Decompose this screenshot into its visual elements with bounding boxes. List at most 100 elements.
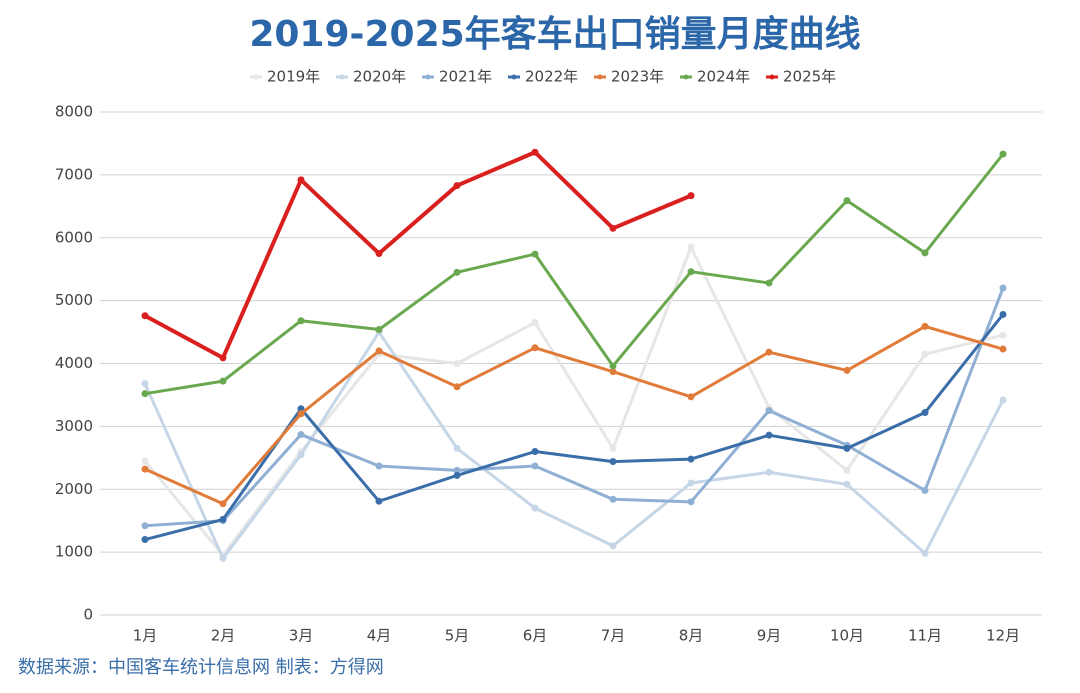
series-line — [143, 324, 1005, 506]
data-point — [687, 455, 695, 463]
data-point — [297, 451, 305, 459]
legend-label: 2023年 — [611, 68, 664, 86]
data-point — [609, 368, 617, 376]
data-point — [141, 390, 149, 398]
data-point — [999, 284, 1007, 292]
x-tick-label: 6月 — [523, 627, 548, 645]
data-point — [765, 468, 773, 476]
data-point — [297, 317, 305, 325]
data-point — [765, 407, 773, 415]
data-point — [687, 479, 695, 487]
data-point — [765, 279, 773, 287]
data-point — [999, 345, 1007, 353]
data-point — [531, 148, 539, 156]
legend-label: 2024年 — [697, 68, 750, 86]
y-tick-label: 0 — [83, 606, 93, 624]
x-tick-label: 3月 — [289, 627, 314, 645]
data-point — [999, 331, 1007, 339]
x-tick-label: 12月 — [986, 627, 1020, 645]
data-point — [687, 393, 695, 401]
series-line — [143, 245, 1005, 557]
legend-label: 2025年 — [783, 68, 836, 86]
data-point — [219, 515, 227, 523]
data-point — [843, 366, 851, 374]
data-point — [531, 462, 539, 470]
x-tick-label: 8月 — [679, 627, 704, 645]
data-point — [609, 542, 617, 550]
data-point — [219, 377, 227, 385]
data-point — [843, 480, 851, 488]
data-point — [687, 192, 695, 200]
data-point — [921, 487, 929, 495]
data-point — [297, 431, 305, 439]
data-point — [219, 354, 227, 362]
data-point — [375, 347, 383, 355]
data-point — [141, 465, 149, 473]
legend-marker — [339, 74, 345, 80]
legend-label: 2021年 — [439, 68, 492, 86]
data-point — [141, 536, 149, 544]
series-line — [143, 152, 1005, 396]
series-line — [143, 330, 1005, 560]
data-point — [141, 522, 149, 530]
data-point — [375, 249, 383, 257]
legend-marker — [425, 74, 431, 80]
data-point — [141, 380, 149, 388]
x-tick-label: 11月 — [908, 627, 942, 645]
data-point — [531, 344, 539, 352]
y-tick-label: 4000 — [55, 354, 93, 372]
legend-label: 2022年 — [525, 68, 578, 86]
data-point — [453, 466, 461, 474]
data-point — [297, 410, 305, 418]
data-point — [375, 462, 383, 470]
data-point — [687, 498, 695, 506]
x-tick-label: 1月 — [133, 627, 158, 645]
legend-label: 2019年 — [267, 68, 320, 86]
data-point — [999, 150, 1007, 158]
data-point — [765, 431, 773, 439]
source-note: 数据来源：中国客车统计信息网 制表：方得网 — [18, 657, 384, 678]
data-point — [921, 350, 929, 358]
y-tick-label: 7000 — [55, 165, 93, 183]
x-tick-label: 7月 — [601, 627, 626, 645]
data-point — [999, 310, 1007, 318]
data-point — [141, 457, 149, 465]
data-point — [219, 500, 227, 508]
data-point — [921, 249, 929, 257]
x-tick-label: 2月 — [211, 627, 236, 645]
y-tick-label: 5000 — [55, 291, 93, 309]
data-point — [687, 268, 695, 276]
data-point — [921, 409, 929, 417]
legend-marker — [683, 74, 689, 80]
y-tick-label: 3000 — [55, 417, 93, 435]
data-point — [453, 444, 461, 452]
legend-marker — [597, 74, 603, 80]
data-point — [609, 224, 617, 232]
y-tick-label: 8000 — [55, 103, 93, 121]
y-tick-label: 6000 — [55, 228, 93, 246]
data-point — [765, 348, 773, 356]
legend-marker — [253, 74, 259, 80]
data-point — [453, 268, 461, 276]
y-tick-label: 2000 — [55, 480, 93, 498]
data-point — [999, 396, 1007, 404]
data-point — [141, 312, 149, 320]
y-tick-label: 1000 — [55, 543, 93, 561]
data-point — [687, 243, 695, 251]
data-point — [453, 360, 461, 367]
x-tick-label: 10月 — [830, 627, 864, 645]
data-point — [921, 322, 929, 330]
data-point — [609, 444, 617, 452]
legend-label: 2020年 — [353, 68, 406, 86]
data-point — [843, 466, 851, 474]
data-point — [609, 362, 617, 370]
data-point — [843, 444, 851, 452]
series-line — [143, 286, 1005, 528]
data-point — [219, 554, 227, 562]
legend-marker — [769, 74, 775, 80]
data-point — [297, 176, 305, 184]
x-tick-label: 4月 — [367, 627, 392, 645]
data-point — [375, 326, 383, 334]
x-tick-label: 9月 — [757, 627, 782, 645]
